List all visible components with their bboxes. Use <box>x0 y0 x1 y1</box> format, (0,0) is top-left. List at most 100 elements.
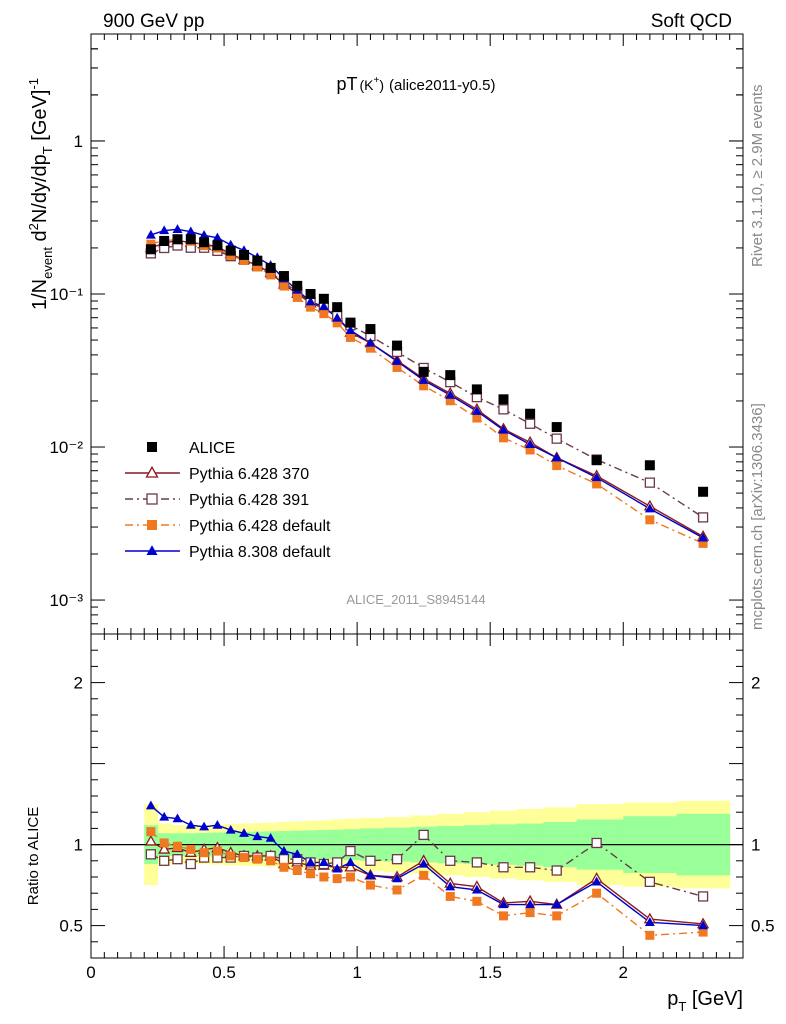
y-tick-label: 10⁻² <box>49 438 83 457</box>
series-point-ratio <box>524 862 536 873</box>
series-point-ratio <box>199 848 209 858</box>
data-point <box>332 302 343 313</box>
data-point <box>525 408 536 419</box>
data-point <box>498 394 509 405</box>
data-point <box>644 460 655 471</box>
series-point-ratio <box>698 920 709 930</box>
x-tick-label: 1 <box>352 963 361 982</box>
series-point-main <box>185 226 196 236</box>
series-point-ratio <box>445 891 455 901</box>
series-point-ratio <box>552 911 562 921</box>
series-point-ratio <box>498 899 509 909</box>
series-point-ratio <box>525 908 535 918</box>
data-point <box>265 262 276 273</box>
data-point <box>471 384 482 395</box>
ratio-tick-label-left: 2 <box>74 674 83 693</box>
data-point <box>445 370 456 381</box>
series-point-main <box>319 309 329 319</box>
data-point <box>392 340 403 351</box>
series-point-ratio <box>266 856 276 866</box>
series-point-ratio <box>172 841 182 851</box>
series-point-main <box>524 418 536 429</box>
series-point-main <box>392 362 402 372</box>
ratio-axis-title: Ratio to ALICE <box>25 807 42 905</box>
series-point-ratio <box>145 849 157 860</box>
ratio-tick-label-left: 1 <box>74 836 83 855</box>
series-point-main <box>365 343 375 353</box>
x-tick-label: 0 <box>86 963 95 982</box>
series-point-ratio <box>278 854 290 865</box>
series-point-ratio <box>525 899 536 909</box>
series-point-main <box>306 302 316 312</box>
series-point-ratio <box>199 821 210 831</box>
series-point-main <box>498 424 509 434</box>
legend-marker <box>147 520 157 530</box>
series-point-ratio <box>365 870 376 879</box>
series-point-main <box>418 375 429 384</box>
chart-title: pT (K+) (alice2011-y0.5) <box>337 74 496 94</box>
series-point-ratio <box>252 854 262 864</box>
series-point-ratio <box>645 930 655 940</box>
x-tick-label: 2 <box>619 963 628 982</box>
header-collision: 900 GeV pp <box>103 11 204 32</box>
x-tick-label: 0.5 <box>212 963 236 982</box>
series-point-main <box>551 433 562 444</box>
series-point-ratio <box>498 862 509 873</box>
series-point-ratio <box>185 819 196 829</box>
legend-label: Pythia 6.428 370 <box>189 466 309 483</box>
series-point-ratio <box>365 880 375 890</box>
series-point-ratio <box>144 834 157 846</box>
series-point-ratio <box>418 858 429 868</box>
data-point <box>365 324 376 335</box>
series-point-main <box>472 413 482 423</box>
series-point-ratio <box>319 872 329 882</box>
mcplots-label: mcplots.cern.ch [arXiv:1306.3436] <box>749 403 766 630</box>
legend-marker <box>147 442 157 452</box>
series-point-ratio <box>644 917 655 926</box>
series-point-main <box>172 224 183 233</box>
series-markers <box>144 224 710 940</box>
uncertainty-bands <box>91 800 743 889</box>
series-point-main <box>305 296 316 306</box>
series-point-ratio <box>365 855 376 866</box>
ratio-tick-label-right: 1 <box>751 836 760 855</box>
series-point-main <box>445 396 455 406</box>
data-point <box>252 255 263 266</box>
rivet-label: Rivet 3.1.10, ≥ 2.9M events <box>749 85 766 268</box>
series-point-main <box>159 225 170 235</box>
data-point <box>159 235 170 246</box>
data-point <box>318 293 329 304</box>
analysis-id: ALICE_2011_S8945144 <box>346 592 485 607</box>
series-point-main <box>146 239 156 249</box>
legend-label: Pythia 6.428 391 <box>189 492 309 509</box>
series-point-main <box>552 461 562 471</box>
series-point-main <box>345 325 356 334</box>
series-point-ratio <box>445 855 456 866</box>
series-point-main <box>145 229 156 239</box>
series-point-main <box>697 512 709 523</box>
series-point-ratio <box>471 884 482 894</box>
series-point-ratio <box>551 899 562 909</box>
series-point-main <box>345 332 355 342</box>
series-point-ratio <box>158 842 171 854</box>
series-point-ratio <box>698 927 708 937</box>
series-point-ratio <box>239 828 249 837</box>
data-point <box>278 271 289 282</box>
series-point-ratio <box>332 863 343 873</box>
series-point-ratio <box>697 891 709 902</box>
series-point-main <box>365 337 376 347</box>
axes: 0 0.5 1 1.5 2 1 10⁻¹ 10⁻² 10⁻³ 0.5 0.5 1 1 2 2 <box>49 33 775 982</box>
data-point <box>212 240 223 251</box>
series-point-ratio <box>592 888 602 898</box>
series-point-ratio <box>186 844 196 854</box>
ratio-tick-label-left: 0.5 <box>59 917 83 936</box>
series-point-ratio <box>344 860 357 872</box>
legend-marker <box>145 465 159 478</box>
ratio-tick-label-right: 2 <box>751 674 760 693</box>
series-point-main <box>498 433 508 443</box>
y-tick-label: 10⁻³ <box>49 591 83 610</box>
series-point-ratio <box>392 885 402 895</box>
series-point-ratio <box>591 876 602 886</box>
legend-marker <box>146 545 158 555</box>
series-point-main <box>318 301 329 311</box>
